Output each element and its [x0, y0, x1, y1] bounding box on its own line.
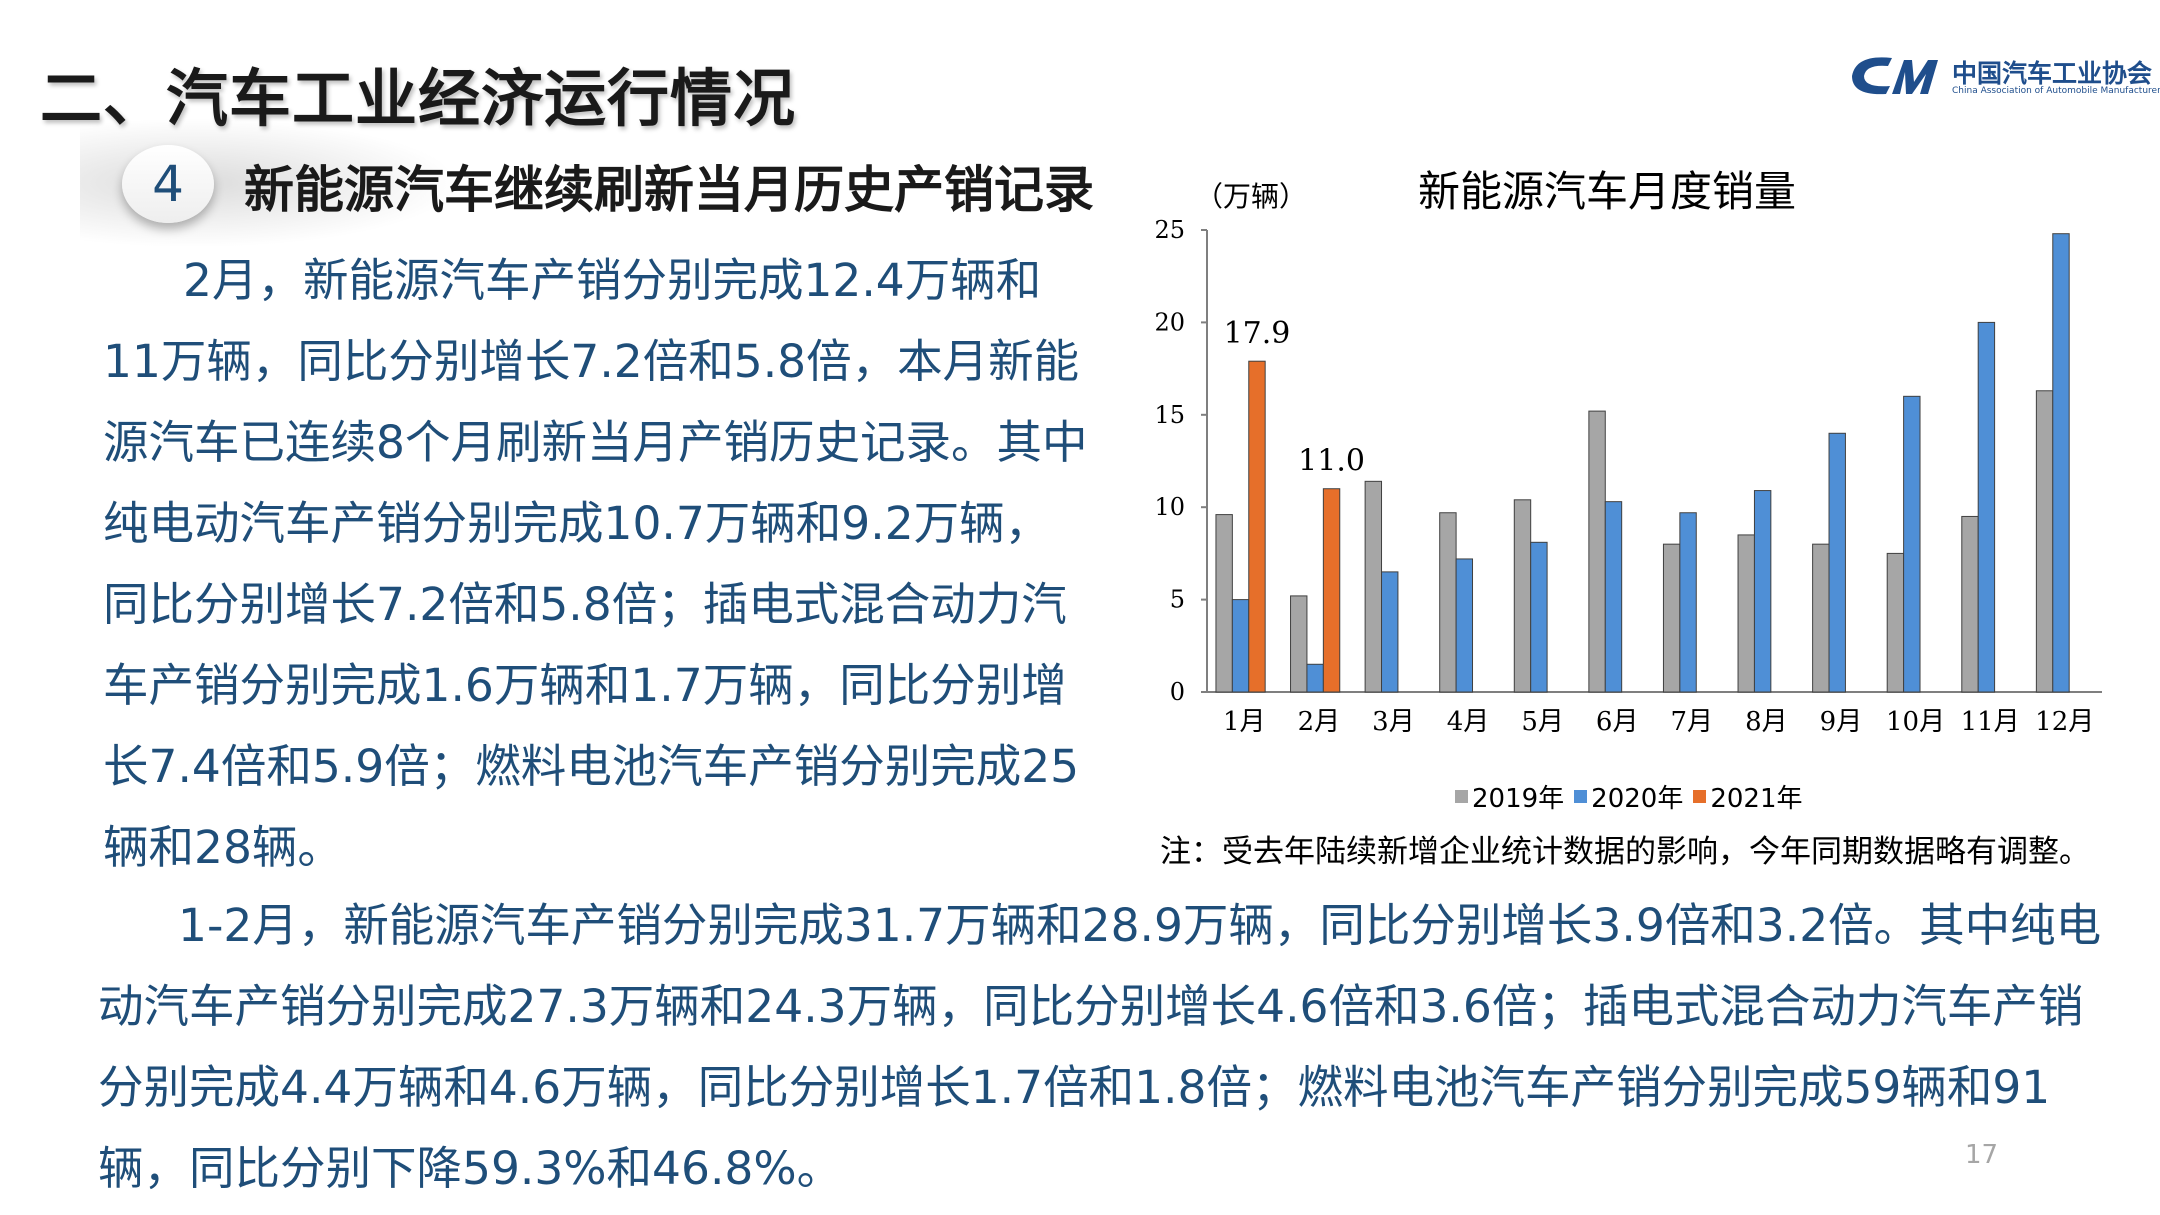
- bar-2020年: [1604, 501, 1623, 693]
- bar-2020年: [1306, 663, 1324, 693]
- x-tick-label: 4月: [1447, 707, 1490, 737]
- legend-item: 2020年: [1574, 778, 1683, 815]
- x-tick-label: 5月: [1521, 707, 1564, 737]
- x-tick-label: 7月: [1671, 707, 1714, 737]
- x-tick-label: 12月: [2035, 707, 2094, 737]
- x-tick-label: 8月: [1745, 707, 1788, 737]
- bar-2019年: [1364, 480, 1383, 693]
- legend-swatch: [1455, 790, 1468, 803]
- y-tick-label: 0: [1170, 678, 1185, 706]
- bar-2020年: [1381, 571, 1399, 693]
- bar-2020年: [1455, 558, 1474, 693]
- legend-swatch: [1574, 790, 1588, 803]
- page-number: 17: [1965, 1140, 1999, 1170]
- data-label: 17.9: [1224, 316, 1291, 351]
- bar-2019年: [1961, 515, 1979, 693]
- legend-swatch: [1693, 790, 1707, 803]
- bar-2021年: [1322, 488, 1341, 693]
- bar-2019年: [1662, 543, 1681, 693]
- legend-label: 2021年: [1710, 784, 1803, 814]
- legend-label: 2020年: [1591, 784, 1684, 814]
- x-tick-label: 11月: [1961, 707, 2020, 737]
- x-tick-label: 1月: [1223, 707, 1266, 737]
- bar-2020年: [1753, 490, 1772, 693]
- legend-item: 2021年: [1693, 778, 1803, 815]
- bar-2020年: [1977, 321, 1996, 693]
- chart-y-unit: （万辆）: [1195, 180, 1308, 213]
- x-tick-label: 10月: [1886, 707, 1945, 737]
- bar-2019年: [1812, 543, 1830, 693]
- section-heading: 新能源汽车继续刷新当月历史产销记录: [244, 161, 1094, 219]
- chart-legend: 2019年 2020年 2021年: [1455, 778, 1813, 815]
- monthly-sales-chart: 0 5 10 15 20 25 1月 2月 3月 4月 5月 6月 7月 8月 9月 10月 11月 12月 17.…: [1154, 216, 2102, 737]
- x-tick-label: 9月: [1820, 707, 1863, 737]
- y-tick-label: 20: [1154, 308, 1185, 336]
- bar-2019年: [1588, 410, 1606, 693]
- bar-2019年: [1290, 595, 1308, 693]
- bar-2020年: [2052, 233, 2070, 693]
- bar-2019年: [1737, 534, 1755, 693]
- bar-2019年: [1886, 552, 1905, 693]
- bar-2019年: [1439, 512, 1457, 693]
- bar-2020年: [1679, 512, 1697, 693]
- legend-label: 2019年: [1472, 784, 1565, 814]
- chart-note: 注：受去年陆续新增企业统计数据的影响，今年同期数据略有调整。: [1160, 834, 2090, 870]
- bar-2020年: [1231, 599, 1250, 693]
- bar-2020年: [1903, 395, 1921, 693]
- legend-item: 2019年: [1455, 778, 1564, 815]
- paragraph-february: 2月，新能源汽车产销分别完成12.4万辆和11万辆，同比分别增长7.2倍和5.8…: [103, 254, 1088, 874]
- logo-text-en: China Association of Automobile Manufact…: [1952, 86, 2160, 96]
- chart-title: 新能源汽车月度销量: [1418, 167, 1797, 216]
- paragraph-jan-feb: 1-2月，新能源汽车产销分别完成31.7万辆和28.9万辆，同比分别增长3.9倍…: [98, 899, 2102, 1195]
- bar-2019年: [1215, 514, 1233, 693]
- y-tick-label: 5: [1170, 586, 1185, 614]
- x-tick-label: 2月: [1298, 707, 1341, 737]
- section-number-badge: 4: [122, 145, 214, 223]
- bar-2019年: [1513, 499, 1532, 693]
- bar-2019年: [2035, 390, 2054, 693]
- bar-2020年: [1828, 432, 1846, 693]
- x-tick-label: 6月: [1596, 707, 1639, 737]
- bar-2021年: [1248, 360, 1266, 693]
- x-tick-label: 3月: [1372, 707, 1415, 737]
- caam-logo-icon: [1852, 57, 1938, 95]
- y-tick-label: 15: [1154, 401, 1185, 429]
- caam-logo: 中国汽车工业协会 China Association of Automobile…: [1848, 52, 2160, 108]
- y-tick-label: 10: [1154, 493, 1185, 521]
- y-tick-label: 25: [1154, 216, 1185, 244]
- logo-text-cn: 中国汽车工业协会: [1952, 59, 2153, 88]
- bar-2020年: [1530, 541, 1548, 693]
- data-label: 11.0: [1298, 444, 1365, 479]
